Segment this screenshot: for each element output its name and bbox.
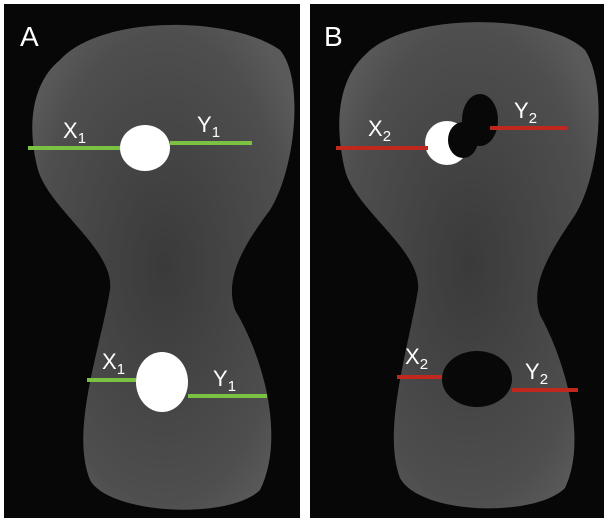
- annotation-main: X: [368, 116, 383, 141]
- annotation-sub: 1: [228, 378, 236, 395]
- figure: A X1 Y1 X1 Y1 B X2 Y2 X2 Y2: [0, 0, 607, 521]
- screw: [120, 125, 170, 171]
- annotation-sub: 1: [78, 130, 86, 147]
- panel-a: A X1 Y1 X1 Y1: [4, 4, 300, 518]
- annotation-sub: 1: [212, 124, 220, 141]
- screw: [136, 352, 188, 412]
- empty-screw-hole: [442, 351, 512, 407]
- annotation-sub: 2: [540, 371, 548, 388]
- annotation-sub: 2: [420, 356, 428, 373]
- annotation-sub: 2: [529, 110, 537, 127]
- panel-b: B X2 Y2 X2 Y2: [310, 4, 604, 518]
- panel-label: B: [324, 21, 343, 52]
- panel-label: A: [20, 21, 39, 52]
- annotation-sub: 1: [117, 361, 125, 378]
- annotation-main: Y: [197, 112, 212, 137]
- annotation-sub: 2: [383, 128, 391, 145]
- annotation-main: X: [405, 344, 420, 369]
- empty-screw-hole: [448, 122, 478, 158]
- annotation-main: Y: [213, 366, 228, 391]
- annotation-main: X: [63, 118, 78, 143]
- annotation-main: Y: [514, 98, 529, 123]
- annotation-main: X: [102, 349, 117, 374]
- annotation-main: Y: [525, 359, 540, 384]
